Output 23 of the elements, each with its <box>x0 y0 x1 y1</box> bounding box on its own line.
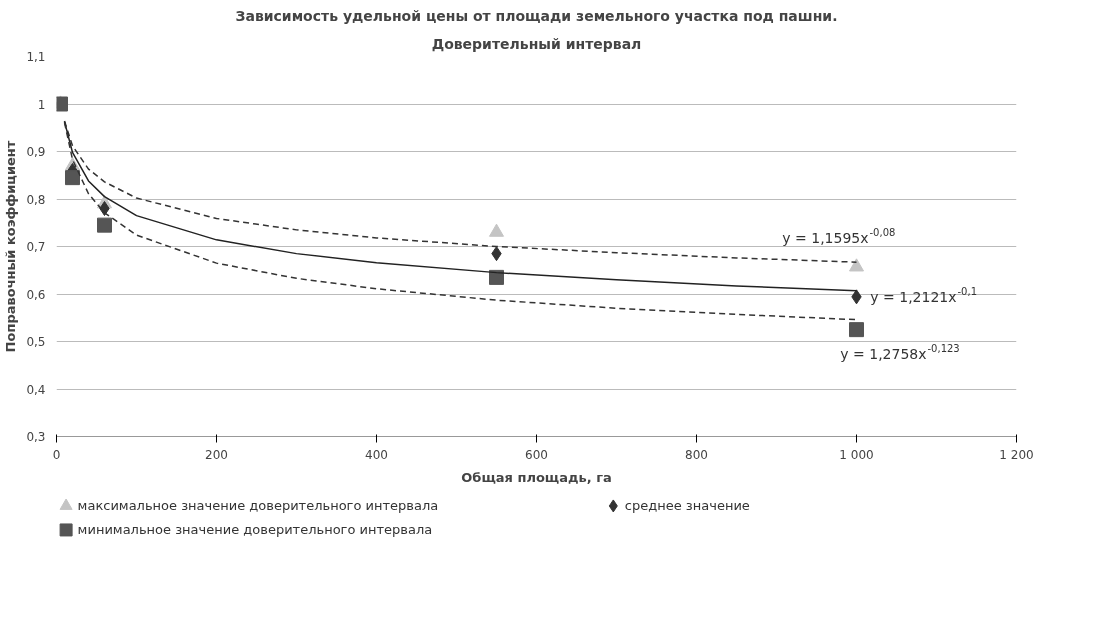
x-tick-label: 600 <box>525 447 548 462</box>
y-tick-label: 0,5 <box>26 335 46 349</box>
y-tick-label: 0,8 <box>26 192 46 207</box>
x-tick-label: 400 <box>365 447 388 462</box>
x-tick-label: 200 <box>205 447 228 462</box>
x-tick-label: 1 000 <box>839 447 874 462</box>
x-tick-label: 800 <box>685 447 708 462</box>
x-tick-label: 0 <box>52 447 61 462</box>
y-tick-label: 0,9 <box>26 145 46 159</box>
y-axis-title: Поправочный коэффициент <box>3 140 19 353</box>
x-tick-label: 1 200 <box>999 447 1034 462</box>
y-tick-label: 0,7 <box>26 240 46 254</box>
y-tick-label: 0,6 <box>26 287 46 302</box>
legend-label: минимальное значение доверительного интервала <box>77 522 433 538</box>
chart-subtitle: Доверительный интервал <box>431 35 642 52</box>
x-axis-title: Общая площадь, га <box>461 469 612 485</box>
y-tick-label: 1 <box>37 97 46 112</box>
y-tick-label: 0,4 <box>26 382 46 397</box>
legend-label: среднее значение <box>624 498 750 514</box>
legend-label: максимальное значение доверительного интервала <box>77 498 439 514</box>
y-tick-label: 0,3 <box>26 430 46 444</box>
chart-title: Зависимость удельной цены от площади земельного участка под пашни. <box>235 7 838 24</box>
y-tick-label: 1,1 <box>26 50 46 64</box>
